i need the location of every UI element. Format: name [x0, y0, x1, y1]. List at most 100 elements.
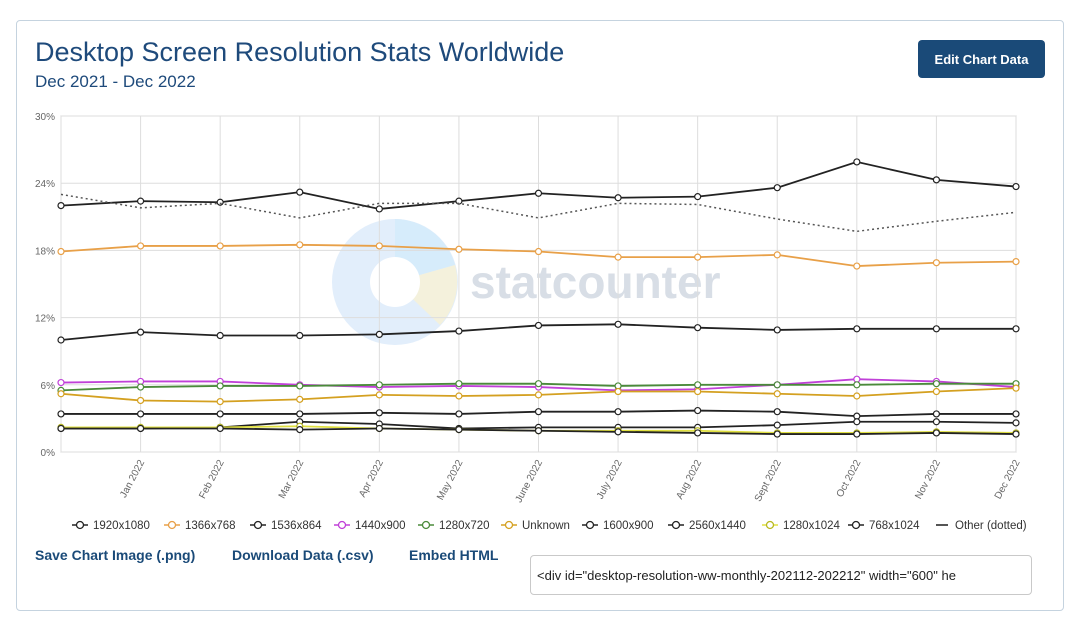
- data-point[interactable]: [853, 392, 861, 400]
- data-point[interactable]: [136, 383, 145, 391]
- data-point[interactable]: [216, 410, 224, 418]
- data-point[interactable]: [853, 381, 861, 389]
- data-point[interactable]: [1012, 384, 1020, 392]
- data-point[interactable]: [296, 395, 304, 403]
- data-point[interactable]: [136, 328, 145, 336]
- embed-code-input[interactable]: <div id="desktop-resolution-ww-monthly-2…: [530, 555, 1032, 595]
- data-point[interactable]: [216, 331, 224, 340]
- data-point[interactable]: [216, 424, 224, 433]
- data-point[interactable]: [932, 410, 941, 418]
- data-point[interactable]: [534, 391, 543, 399]
- data-point[interactable]: [57, 247, 65, 256]
- data-point[interactable]: [853, 325, 861, 333]
- data-point[interactable]: [375, 381, 383, 389]
- data-point[interactable]: [1012, 410, 1020, 418]
- data-point[interactable]: [932, 259, 941, 267]
- data-point[interactable]: [1012, 325, 1020, 333]
- data-point[interactable]: [773, 390, 781, 398]
- data-point[interactable]: [216, 242, 224, 250]
- data-point[interactable]: [534, 247, 543, 256]
- download-data-link[interactable]: Download Data (.csv): [232, 547, 374, 563]
- legend-item[interactable]: 1440x900: [334, 520, 406, 532]
- data-point[interactable]: [614, 387, 622, 396]
- data-point[interactable]: [773, 408, 781, 416]
- data-point[interactable]: [534, 427, 543, 435]
- data-point[interactable]: [57, 424, 65, 433]
- data-point[interactable]: [694, 193, 702, 201]
- data-point[interactable]: [614, 428, 622, 436]
- data-point[interactable]: [455, 410, 463, 418]
- data-point[interactable]: [614, 194, 622, 202]
- data-point[interactable]: [57, 390, 65, 398]
- data-point[interactable]: [534, 321, 543, 330]
- data-point[interactable]: [455, 245, 463, 253]
- data-point[interactable]: [694, 387, 702, 396]
- data-point[interactable]: [136, 197, 145, 205]
- data-point[interactable]: [216, 398, 224, 406]
- data-point[interactable]: [136, 242, 145, 250]
- data-point[interactable]: [455, 392, 463, 400]
- legend-item[interactable]: 768x1024: [848, 520, 920, 532]
- data-point[interactable]: [773, 251, 781, 259]
- embed-html-link[interactable]: Embed HTML: [409, 547, 499, 563]
- data-point[interactable]: [614, 408, 622, 416]
- data-point[interactable]: [853, 430, 861, 438]
- data-point[interactable]: [534, 189, 543, 197]
- data-point[interactable]: [375, 205, 383, 213]
- data-point[interactable]: [773, 381, 781, 389]
- edit-chart-data-button[interactable]: Edit Chart Data: [918, 40, 1045, 78]
- save-chart-image-link[interactable]: Save Chart Image (.png): [35, 547, 196, 563]
- data-point[interactable]: [136, 424, 145, 433]
- data-point[interactable]: [932, 418, 941, 426]
- data-point[interactable]: [773, 421, 781, 429]
- legend-item[interactable]: 1536x864: [250, 520, 322, 532]
- data-point[interactable]: [773, 326, 781, 334]
- data-point[interactable]: [296, 331, 304, 340]
- legend-item[interactable]: 1280x1024: [762, 520, 841, 532]
- data-point[interactable]: [296, 410, 304, 418]
- data-point[interactable]: [375, 391, 383, 399]
- data-point[interactable]: [136, 396, 145, 405]
- data-point[interactable]: [853, 158, 861, 166]
- legend-item[interactable]: 2560x1440: [668, 520, 746, 532]
- data-point[interactable]: [455, 380, 463, 388]
- data-point[interactable]: [773, 184, 781, 192]
- data-point[interactable]: [296, 188, 304, 196]
- data-point[interactable]: [534, 380, 543, 388]
- data-point[interactable]: [694, 253, 702, 261]
- data-point[interactable]: [932, 380, 941, 388]
- data-point[interactable]: [296, 241, 304, 249]
- data-point[interactable]: [773, 430, 781, 438]
- data-point[interactable]: [216, 382, 224, 390]
- data-point[interactable]: [932, 325, 941, 333]
- data-point[interactable]: [1012, 258, 1020, 266]
- data-point[interactable]: [375, 409, 383, 417]
- data-point[interactable]: [694, 324, 702, 332]
- data-point[interactable]: [57, 202, 65, 210]
- legend-item[interactable]: 1600x900: [582, 520, 654, 532]
- legend-item[interactable]: Unknown: [501, 520, 570, 532]
- data-point[interactable]: [932, 387, 941, 396]
- data-point[interactable]: [375, 330, 383, 338]
- data-point[interactable]: [932, 176, 941, 184]
- data-point[interactable]: [694, 429, 702, 437]
- data-point[interactable]: [455, 426, 463, 434]
- data-point[interactable]: [534, 408, 543, 416]
- data-point[interactable]: [1012, 182, 1020, 191]
- data-point[interactable]: [932, 429, 941, 437]
- data-point[interactable]: [1012, 419, 1020, 427]
- data-point[interactable]: [614, 320, 622, 328]
- data-point[interactable]: [694, 381, 702, 389]
- data-point[interactable]: [57, 410, 65, 418]
- data-point[interactable]: [614, 253, 622, 261]
- data-point[interactable]: [694, 406, 702, 415]
- data-point[interactable]: [296, 382, 304, 390]
- data-point[interactable]: [136, 410, 145, 418]
- legend-item[interactable]: 1366x768: [164, 520, 236, 532]
- data-point[interactable]: [853, 262, 861, 270]
- data-point[interactable]: [57, 378, 65, 387]
- data-point[interactable]: [455, 327, 463, 335]
- data-point[interactable]: [216, 198, 224, 206]
- data-point[interactable]: [375, 424, 383, 433]
- data-point[interactable]: [1012, 430, 1020, 438]
